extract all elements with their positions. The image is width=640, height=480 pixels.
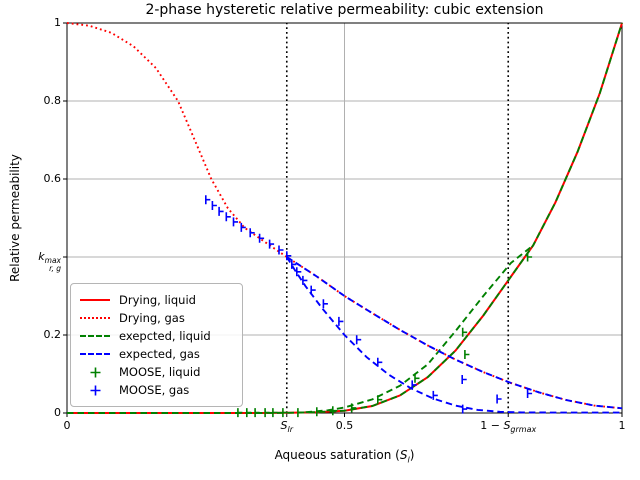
markers-MOOSE, liquid xyxy=(237,252,533,418)
line-dotted-icon xyxy=(80,316,110,319)
curve-expected, gas xyxy=(286,256,623,410)
x-tick-label: 0.5 xyxy=(335,419,354,432)
legend-label: Drying, liquid xyxy=(119,292,196,307)
x-tick-label: 0 xyxy=(63,419,71,432)
y-tick-label: k max r, g xyxy=(38,250,61,273)
y-tick-label: 0.2 xyxy=(43,328,62,341)
x-tick-label: Slr xyxy=(280,419,294,435)
legend-item: expected, gas xyxy=(80,346,233,363)
legend-item: MOOSE, gas xyxy=(80,382,233,399)
legend-label: MOOSE, gas xyxy=(119,383,190,398)
legend-label: expected, gas xyxy=(119,347,200,362)
y-tick-label: 0 xyxy=(54,406,61,419)
legend-item: MOOSE, liquid xyxy=(80,364,233,381)
chart-title: 2-phase hysteretic relative permeability… xyxy=(145,2,544,18)
curve-exepcted, liquid xyxy=(305,244,534,414)
legend: Drying, liquid Drying, gas exepcted, liqui… xyxy=(70,283,243,407)
line-solid-icon xyxy=(80,298,110,301)
y-tick-label: 0.6 xyxy=(43,172,62,185)
legend-label: Drying, gas xyxy=(119,310,185,325)
legend-label: MOOSE, liquid xyxy=(119,365,201,380)
legend-item: Drying, liquid xyxy=(80,291,233,308)
markers-MOOSE, gas xyxy=(205,195,533,414)
x-tick-label: 1 − Sgrmax xyxy=(480,419,537,435)
plus-marker-icon xyxy=(80,384,110,397)
legend-label: exepcted, liquid xyxy=(119,328,211,343)
legend-item: Drying, gas xyxy=(80,309,233,326)
plus-marker-icon xyxy=(80,366,110,379)
x-tick-label: 1 xyxy=(618,419,626,432)
legend-item: exepcted, liquid xyxy=(80,327,233,344)
y-tick-label: 1 xyxy=(54,16,61,29)
line-dashed-icon xyxy=(80,353,110,356)
x-axis-label: Aqueous saturation (Sl) xyxy=(274,448,415,465)
line-dashed-icon xyxy=(80,334,110,337)
curve-Drying, liquid xyxy=(67,22,623,414)
y-tick-label: 0.8 xyxy=(43,94,62,107)
